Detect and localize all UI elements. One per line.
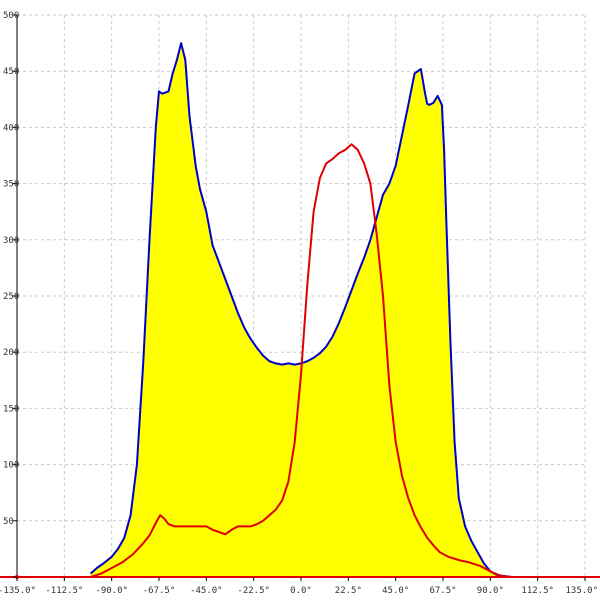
y-tick-label: 450 — [3, 67, 19, 77]
y-tick-label: 100 — [3, 461, 19, 471]
x-tick-label: 135.0° — [565, 586, 598, 596]
x-tick-label: 22.5° — [335, 586, 362, 596]
series-fill-layer — [90, 43, 512, 578]
series-1-line — [89, 42, 512, 578]
y-tick-label: 200 — [3, 348, 19, 358]
x-tick-label: -135.0° — [0, 586, 36, 596]
y-tick-label: 350 — [3, 180, 19, 190]
y-tick-label: 250 — [3, 292, 19, 302]
y-tick-label: 150 — [3, 404, 19, 414]
x-tick-label: 90.0° — [477, 586, 504, 596]
x-tick-label: -112.5° — [45, 586, 83, 596]
series-1-area — [90, 43, 512, 578]
x-tick-label: 0.0° — [290, 586, 312, 596]
x-tick-label: -22.5° — [237, 586, 270, 596]
y-tick-label: 500 — [3, 11, 19, 21]
x-tick-label: 112.5° — [521, 586, 554, 596]
y-tick-label: 50 — [3, 517, 14, 527]
x-tick-label: -45.0° — [190, 586, 223, 596]
tick-labels: 50 100 150 200 250 300 350 400 450 500 -135.0° -112… — [0, 11, 598, 596]
axes — [0, 14, 600, 581]
y-tick-label: 300 — [3, 236, 19, 246]
x-tick-label: -67.5° — [143, 586, 176, 596]
series-2-line — [90, 143, 512, 578]
x-tick-label: 45.0° — [382, 586, 409, 596]
y-tick-label: 400 — [3, 123, 19, 133]
series-line-layer — [89, 42, 512, 578]
x-tick-label: -90.0° — [95, 586, 128, 596]
x-tick-label: 67.5° — [429, 586, 456, 596]
